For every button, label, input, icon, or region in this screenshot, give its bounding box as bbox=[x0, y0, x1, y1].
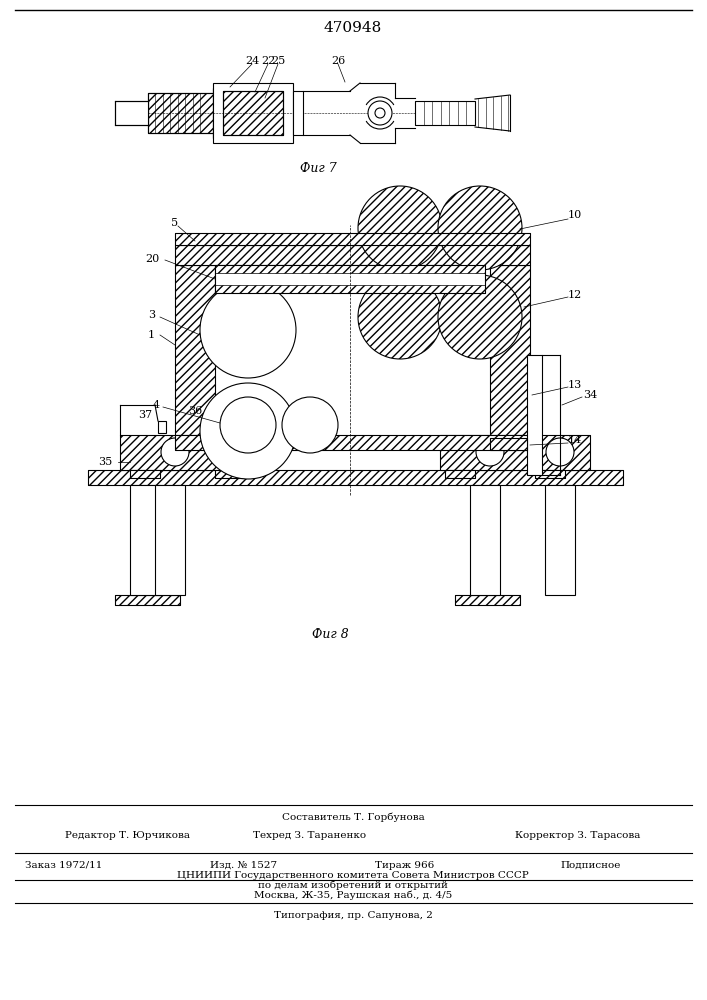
Bar bbox=[175, 245, 530, 265]
Circle shape bbox=[476, 438, 504, 466]
Text: 5: 5 bbox=[171, 218, 179, 228]
Text: 24: 24 bbox=[245, 56, 259, 66]
Text: Редактор Т. Юрчикова: Редактор Т. Юрчикова bbox=[65, 830, 190, 840]
Bar bbox=[470, 485, 500, 595]
Text: Техред З. Тараненко: Техред З. Тараненко bbox=[253, 830, 366, 840]
Circle shape bbox=[438, 275, 522, 359]
Bar bbox=[241, 93, 259, 133]
Bar bbox=[88, 470, 623, 485]
Bar bbox=[155, 485, 185, 595]
Bar bbox=[241, 93, 259, 133]
Bar bbox=[175, 233, 530, 245]
Bar bbox=[490, 438, 527, 450]
Circle shape bbox=[231, 438, 259, 466]
Text: ЦНИИПИ Государственного комитета Совета Министров СССР: ЦНИИПИ Государственного комитета Совета … bbox=[177, 870, 529, 880]
Circle shape bbox=[161, 438, 189, 466]
Bar bbox=[535, 470, 565, 478]
Text: 35: 35 bbox=[98, 457, 112, 467]
Bar bbox=[115, 595, 180, 605]
Bar bbox=[490, 438, 527, 450]
Text: 25: 25 bbox=[271, 56, 285, 66]
Bar bbox=[455, 595, 520, 605]
Bar bbox=[148, 93, 223, 133]
Text: 34: 34 bbox=[583, 390, 597, 400]
Bar bbox=[215, 470, 245, 478]
Text: 12: 12 bbox=[568, 290, 582, 300]
Bar bbox=[527, 355, 542, 475]
Text: 26: 26 bbox=[331, 56, 345, 66]
Bar bbox=[215, 285, 485, 293]
Text: Изд. № 1527: Изд. № 1527 bbox=[210, 860, 277, 869]
Text: Типография, пр. Сапунова, 2: Типография, пр. Сапунова, 2 bbox=[274, 910, 433, 920]
Bar bbox=[175, 435, 530, 450]
Bar bbox=[223, 91, 283, 135]
Text: Составитель Т. Горбунова: Составитель Т. Горбунова bbox=[281, 812, 424, 822]
Bar bbox=[130, 470, 160, 478]
Circle shape bbox=[200, 282, 296, 378]
Circle shape bbox=[375, 108, 385, 118]
Bar bbox=[120, 435, 270, 470]
Bar bbox=[545, 485, 575, 595]
Bar bbox=[130, 470, 160, 478]
Text: Тираж 966: Тираж 966 bbox=[375, 860, 434, 869]
Bar bbox=[175, 245, 530, 265]
Text: по делам изобретений и открытий: по делам изобретений и открытий bbox=[258, 880, 448, 890]
Text: 4: 4 bbox=[153, 400, 160, 410]
Bar bbox=[215, 265, 485, 293]
Bar bbox=[115, 101, 148, 125]
Bar bbox=[293, 91, 303, 135]
Bar bbox=[158, 421, 166, 433]
Text: 3: 3 bbox=[148, 310, 155, 320]
Bar bbox=[440, 435, 590, 470]
Text: 22: 22 bbox=[261, 56, 275, 66]
Text: Корректор З. Тарасова: Корректор З. Тарасова bbox=[515, 830, 640, 840]
Bar bbox=[259, 99, 269, 127]
Text: 14: 14 bbox=[568, 435, 582, 445]
Bar bbox=[445, 470, 475, 478]
Bar bbox=[440, 435, 590, 470]
Bar bbox=[490, 265, 530, 435]
Bar bbox=[215, 470, 245, 478]
Bar bbox=[259, 99, 269, 127]
Bar bbox=[130, 485, 160, 595]
Bar bbox=[455, 595, 520, 605]
Bar bbox=[223, 91, 283, 135]
Bar bbox=[415, 101, 475, 125]
Circle shape bbox=[358, 186, 442, 270]
Text: 10: 10 bbox=[568, 210, 582, 220]
Text: 36: 36 bbox=[188, 406, 202, 416]
Text: 470948: 470948 bbox=[324, 21, 382, 35]
Text: Заказ 1972/11: Заказ 1972/11 bbox=[25, 860, 103, 869]
Bar bbox=[175, 265, 215, 435]
Bar bbox=[535, 470, 565, 478]
Text: Подписное: Подписное bbox=[560, 860, 620, 869]
Text: 13: 13 bbox=[568, 380, 582, 390]
Bar bbox=[88, 470, 623, 485]
Bar bbox=[213, 88, 241, 138]
Bar bbox=[175, 435, 530, 450]
Text: Фиг 8: Фиг 8 bbox=[312, 629, 349, 642]
Circle shape bbox=[438, 186, 522, 270]
Circle shape bbox=[358, 275, 442, 359]
Bar bbox=[445, 470, 475, 478]
Bar bbox=[213, 88, 241, 138]
Circle shape bbox=[220, 397, 276, 453]
Bar bbox=[215, 265, 485, 273]
Bar bbox=[490, 265, 530, 435]
Bar bbox=[120, 435, 270, 470]
Text: Москва, Ж-35, Раушская наб., д. 4/5: Москва, Ж-35, Раушская наб., д. 4/5 bbox=[254, 890, 452, 900]
Bar bbox=[115, 595, 180, 605]
Circle shape bbox=[546, 438, 574, 466]
Text: 1: 1 bbox=[148, 330, 155, 340]
Circle shape bbox=[282, 397, 338, 453]
Text: 20: 20 bbox=[146, 254, 160, 264]
Bar bbox=[175, 265, 215, 435]
Bar bbox=[148, 93, 223, 133]
Circle shape bbox=[200, 383, 296, 479]
Circle shape bbox=[368, 101, 392, 125]
Bar bbox=[175, 233, 530, 245]
Text: Фиг 7: Фиг 7 bbox=[300, 161, 337, 174]
Text: 37: 37 bbox=[138, 410, 152, 420]
Bar bbox=[213, 83, 293, 143]
